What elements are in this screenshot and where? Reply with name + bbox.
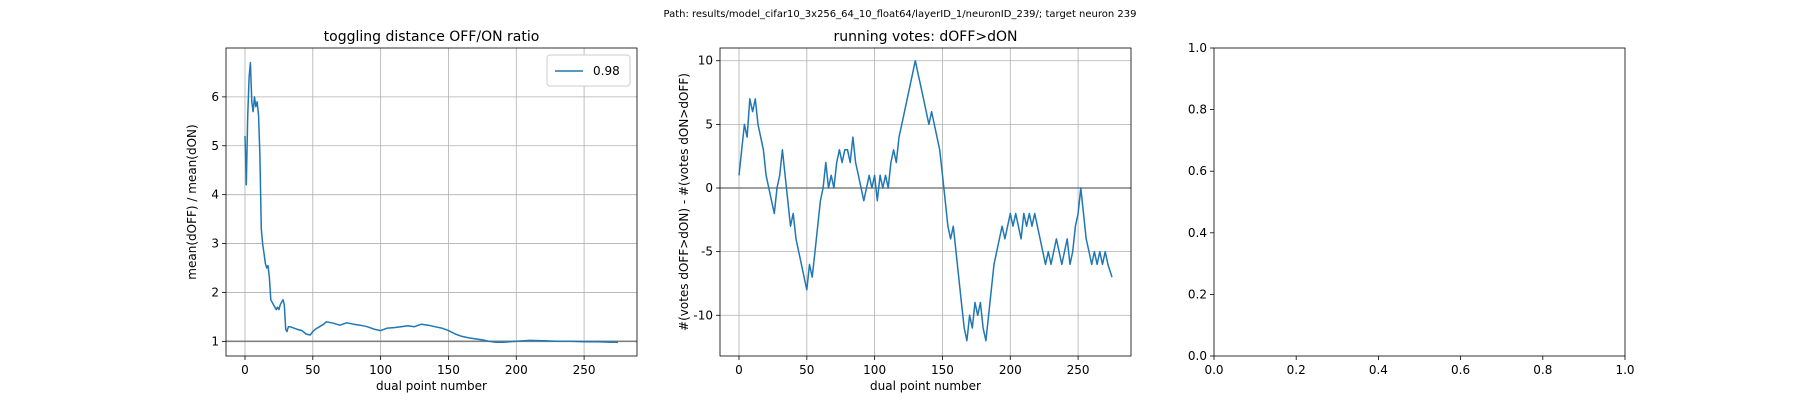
y-tick-label: -10 <box>693 308 713 322</box>
plot-panel-empty: 0.0 0.2 0.4 0.6 0.8 1.0 0.0 0.2 0.4 0.6 0.8 1.0 <box>1188 41 1635 377</box>
y-axis-label: mean(dOFF) / mean(dON) <box>185 124 199 279</box>
y-tick-label: 3 <box>211 237 219 251</box>
x-tick-label: 0 <box>735 363 743 377</box>
legend: 0.98 <box>546 54 631 87</box>
y-tick-label: 5 <box>705 117 713 131</box>
data-series-line <box>244 61 618 344</box>
y-tick-label: 0.8 <box>1188 103 1207 117</box>
legend-box <box>546 54 631 87</box>
x-tick-label: 100 <box>863 363 886 377</box>
x-tick-label: 1.0 <box>1615 363 1634 377</box>
x-axis-label: dual point number <box>376 379 487 393</box>
x-tick-label: 0.8 <box>1533 363 1552 377</box>
y-tick-label: 0.2 <box>1188 287 1207 301</box>
x-tick-label: 50 <box>799 363 814 377</box>
y-tick-label: 0.4 <box>1188 226 1207 240</box>
plot-title: running votes: dOFF>dON <box>833 29 1017 45</box>
axes-frame <box>719 47 1132 357</box>
x-tick-label: 250 <box>1067 363 1090 377</box>
y-tick-label: 2 <box>211 285 219 299</box>
y-tick-label: 4 <box>211 188 219 202</box>
y-tick-label: 1.0 <box>1188 41 1207 55</box>
y-tick-label: 6 <box>211 90 219 104</box>
y-tick-label: 1 <box>211 334 219 348</box>
x-tick-label: 250 <box>573 363 596 377</box>
x-tick-label: 0.6 <box>1451 363 1470 377</box>
y-tick-label: 0.6 <box>1188 164 1207 178</box>
axes-frame <box>225 47 638 357</box>
y-tick-label: 0 <box>705 181 713 195</box>
x-tick-label: 200 <box>999 363 1022 377</box>
y-tick-label: 10 <box>698 54 713 68</box>
x-tick-label: 0.2 <box>1287 363 1306 377</box>
x-tick-label: 50 <box>305 363 320 377</box>
plot-title: toggling distance OFF/ON ratio <box>324 29 540 45</box>
plot-panel-toggling-distance-ratio: 0 50 100 150 200 250 1 2 3 4 5 6 toggling distance O… <box>185 29 638 393</box>
y-axis-label: #(votes dOFF>dON) - #(votes dON>dOFF) <box>677 73 691 331</box>
y-tick-label: 0.0 <box>1188 349 1207 363</box>
y-tick-label: -5 <box>701 245 713 259</box>
x-tick-label: 200 <box>505 363 528 377</box>
y-tick-label: 5 <box>211 139 219 153</box>
x-tick-label: 150 <box>931 363 954 377</box>
axes-frame <box>1213 47 1626 357</box>
x-axis-label: dual point number <box>870 379 981 393</box>
plot-panel-running-votes: 0 50 100 150 200 250 -10 -5 0 5 10 running votes: d… <box>677 29 1132 393</box>
legend-entry-label: 0.98 <box>593 64 620 78</box>
x-tick-label: 0.0 <box>1204 363 1223 377</box>
data-series-line <box>738 59 1113 342</box>
x-tick-label: 0.4 <box>1369 363 1388 377</box>
x-tick-label: 0 <box>241 363 249 377</box>
x-tick-label: 100 <box>369 363 392 377</box>
x-tick-label: 150 <box>437 363 460 377</box>
figure-suptitle: Path: results/model_cifar10_3x256_64_10_… <box>664 9 1137 20</box>
